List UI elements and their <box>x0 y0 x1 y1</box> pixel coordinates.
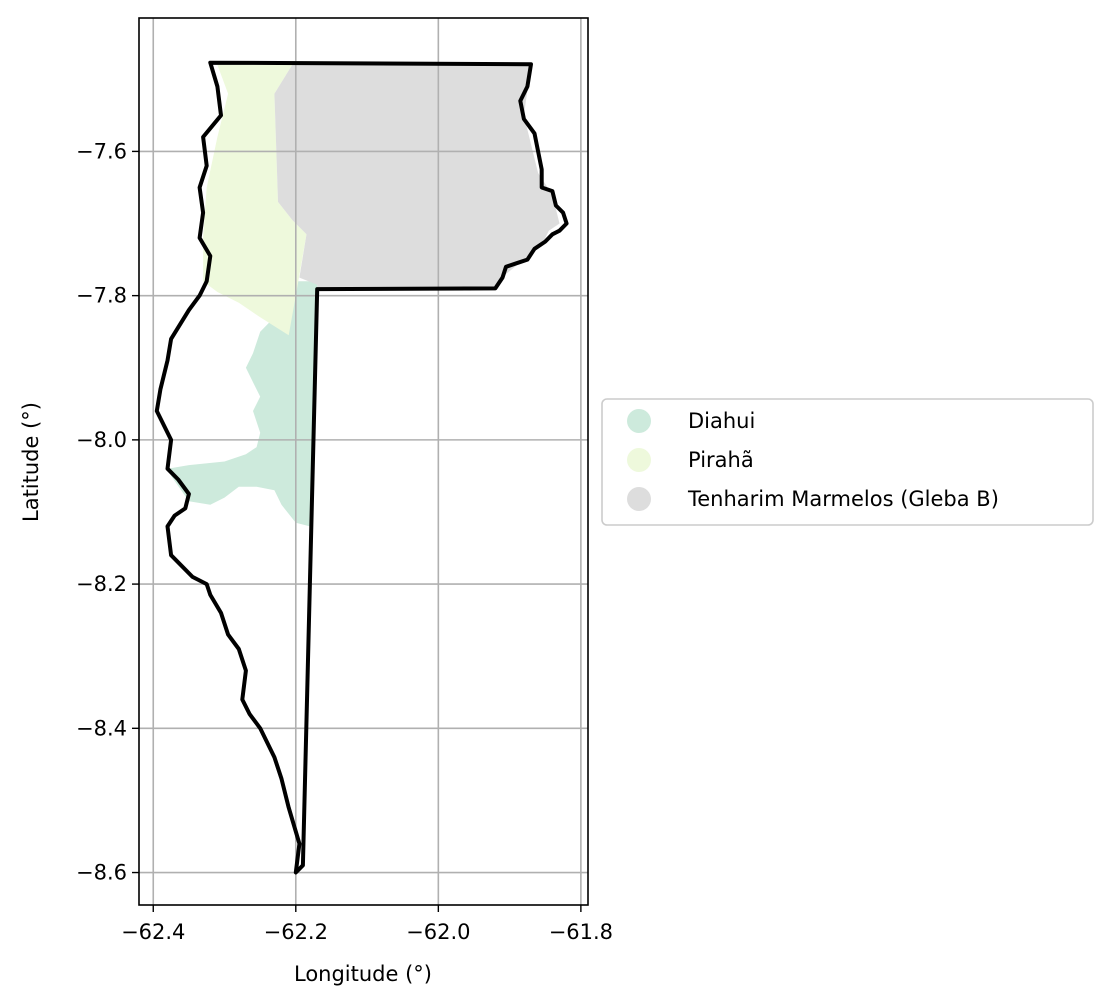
y-tick-label: −8.6 <box>76 861 127 885</box>
x-tick-label: −61.8 <box>549 920 613 944</box>
y-tick-label: −7.6 <box>76 139 127 163</box>
region-tenharim-marmelos-gleba-b <box>274 65 559 289</box>
x-tick-label: −62.2 <box>264 920 328 944</box>
legend: Diahui Pirahã Tenharim Marmelos (Gleba B) <box>602 399 1093 525</box>
y-axis-title: Latitude (°) <box>19 402 43 522</box>
legend-label-piraha: Pirahã <box>688 448 754 472</box>
legend-label-diahui: Diahui <box>688 409 755 433</box>
y-tick-label: −8.2 <box>76 572 127 596</box>
legend-marker-piraha <box>627 448 651 472</box>
y-tick-label: −7.8 <box>76 284 127 308</box>
legend-label-tenharim-marmelos-gleba-b: Tenharim Marmelos (Gleba B) <box>687 487 999 511</box>
x-axis-title: Longitude (°) <box>294 962 432 986</box>
legend-marker-tenharim-marmelos-gleba-b <box>627 487 651 511</box>
x-tick-label: −62.0 <box>406 920 470 944</box>
legend-marker-diahui <box>627 409 651 433</box>
y-tick-label: −8.4 <box>76 716 127 740</box>
y-tick-label: −8.0 <box>76 428 127 452</box>
x-tick-label: −62.4 <box>121 920 185 944</box>
